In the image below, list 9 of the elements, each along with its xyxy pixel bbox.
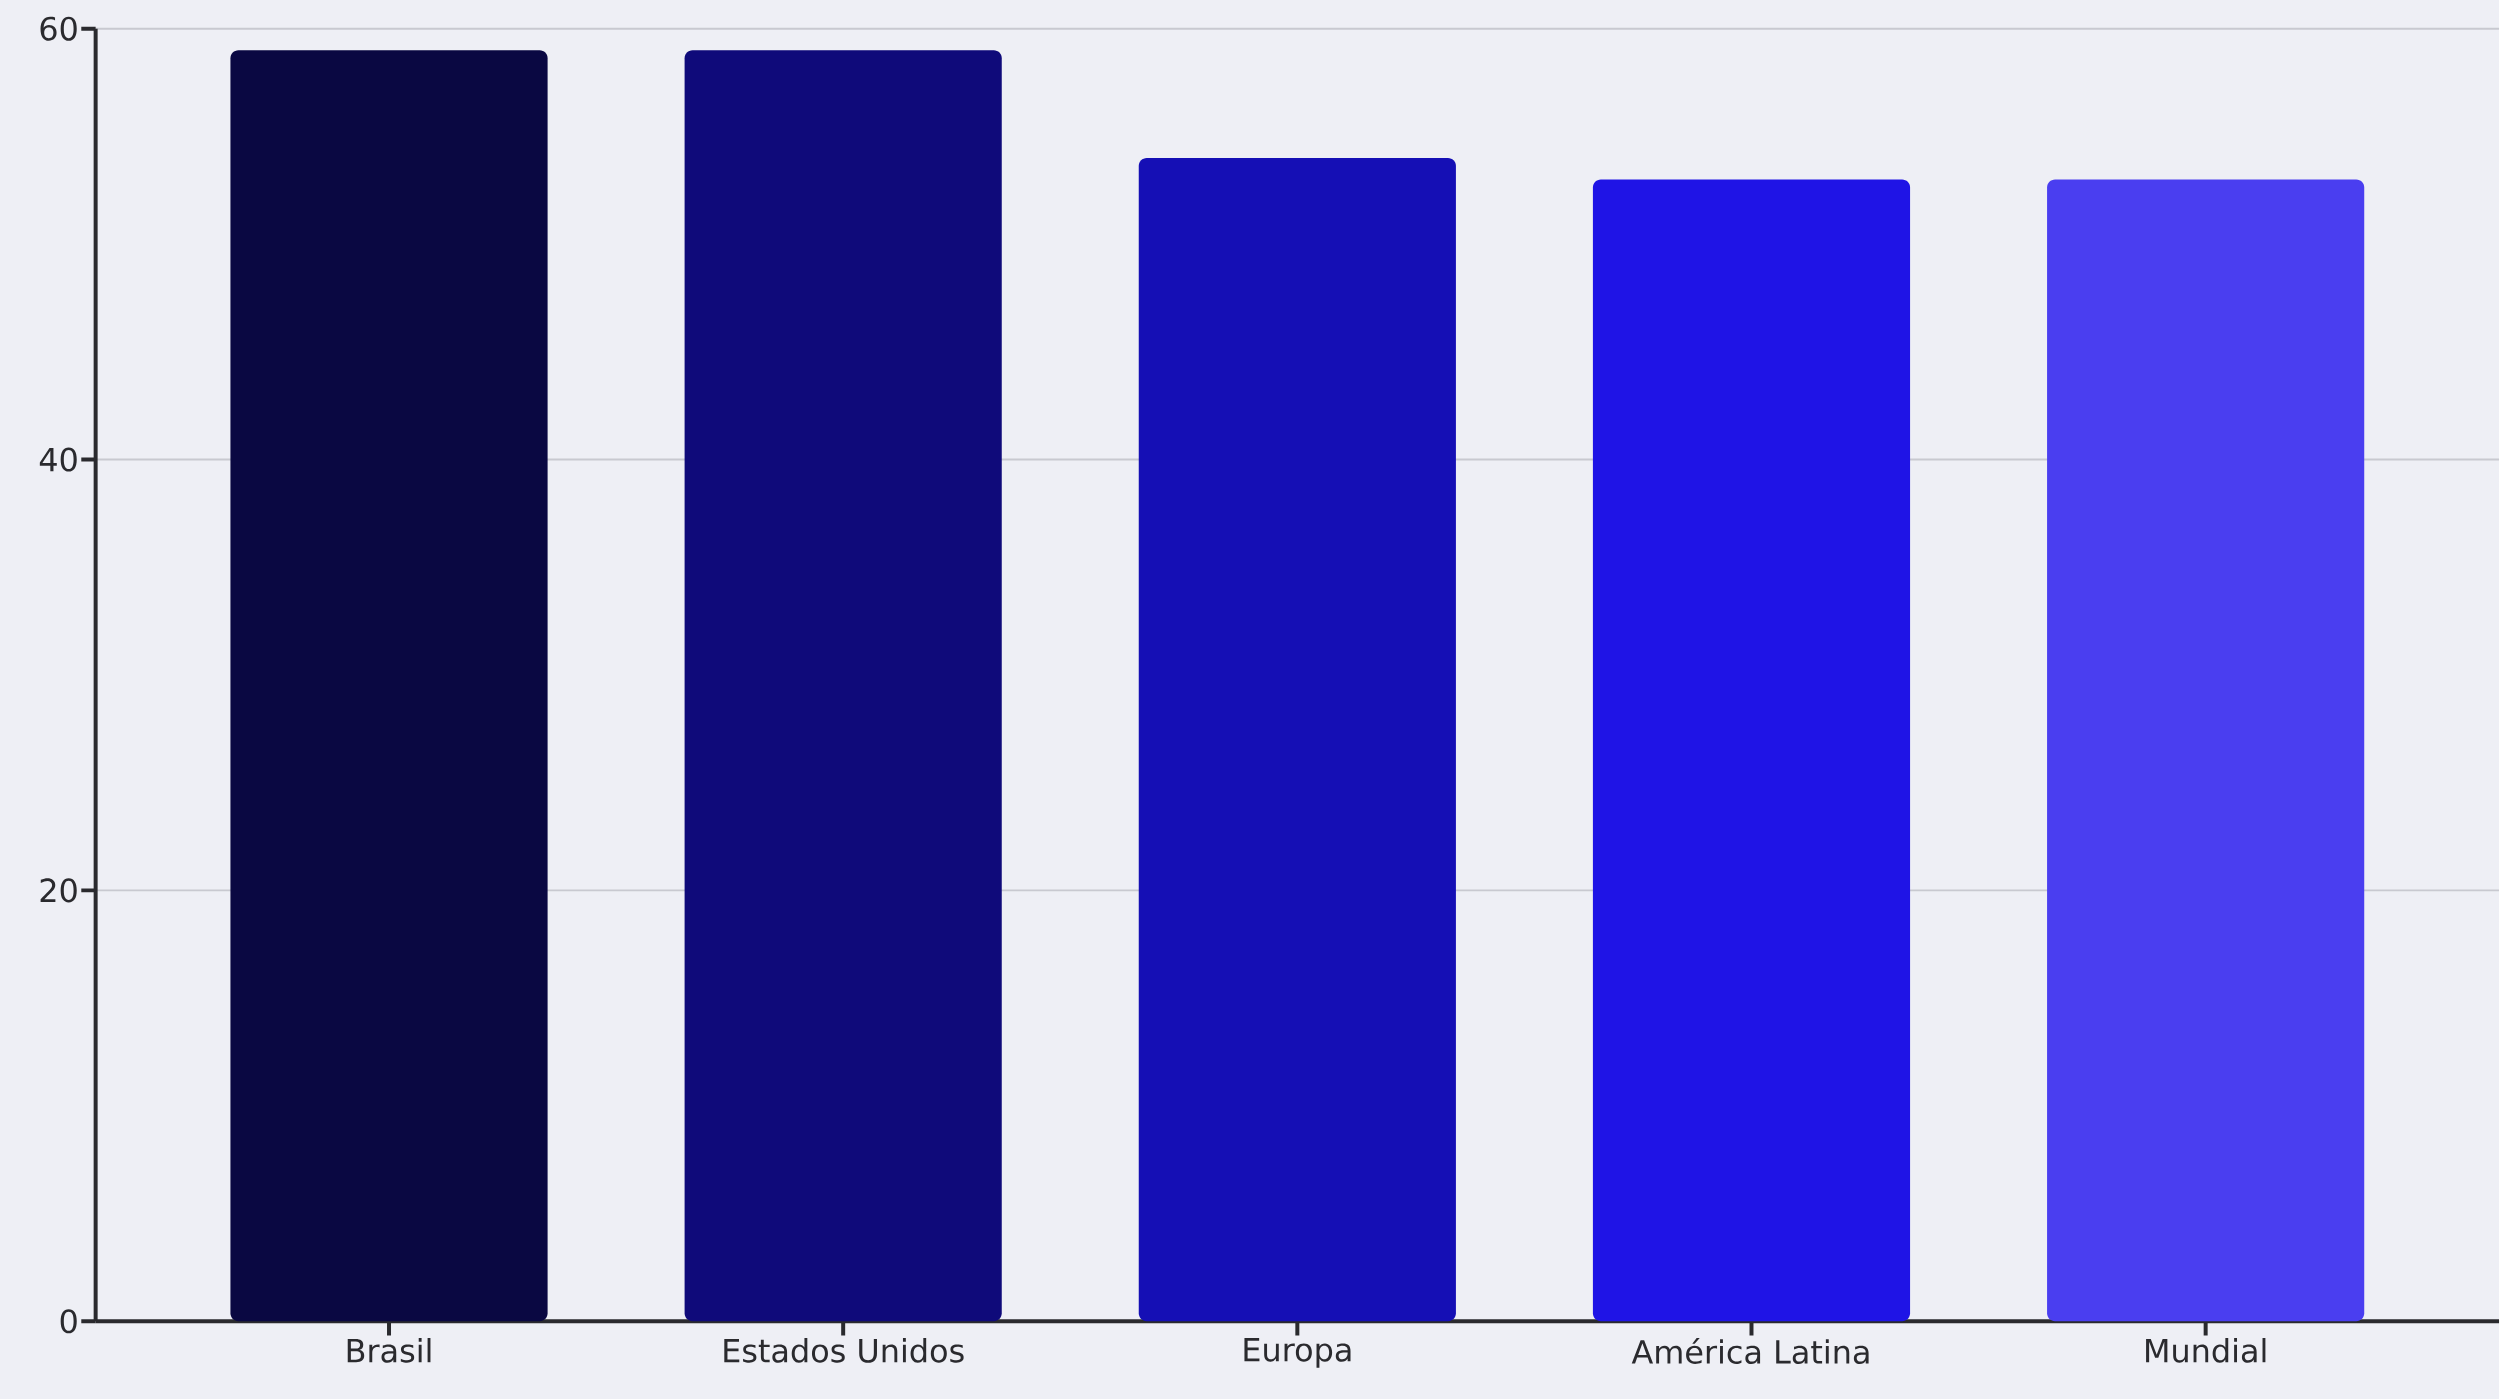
y-tick-label: 60 [40,16,77,41]
y-tick-label: 20 [40,878,77,903]
x-tick-label: Brasil [347,1337,431,1363]
y-tick-label: 40 [39,447,77,472]
x-tick-label: Mundial [2146,1337,2266,1363]
y-tick-label: 0 [60,1309,77,1334]
x-tick-label: América Latina [1631,1337,1869,1364]
x-tick-label: Europa [1244,1337,1351,1368]
x-tick-label: Estados Unidos [724,1337,964,1363]
